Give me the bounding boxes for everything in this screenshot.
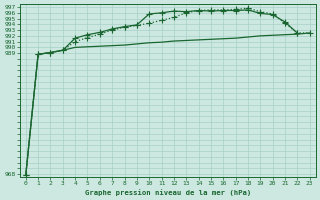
X-axis label: Graphe pression niveau de la mer (hPa): Graphe pression niveau de la mer (hPa): [84, 189, 251, 196]
